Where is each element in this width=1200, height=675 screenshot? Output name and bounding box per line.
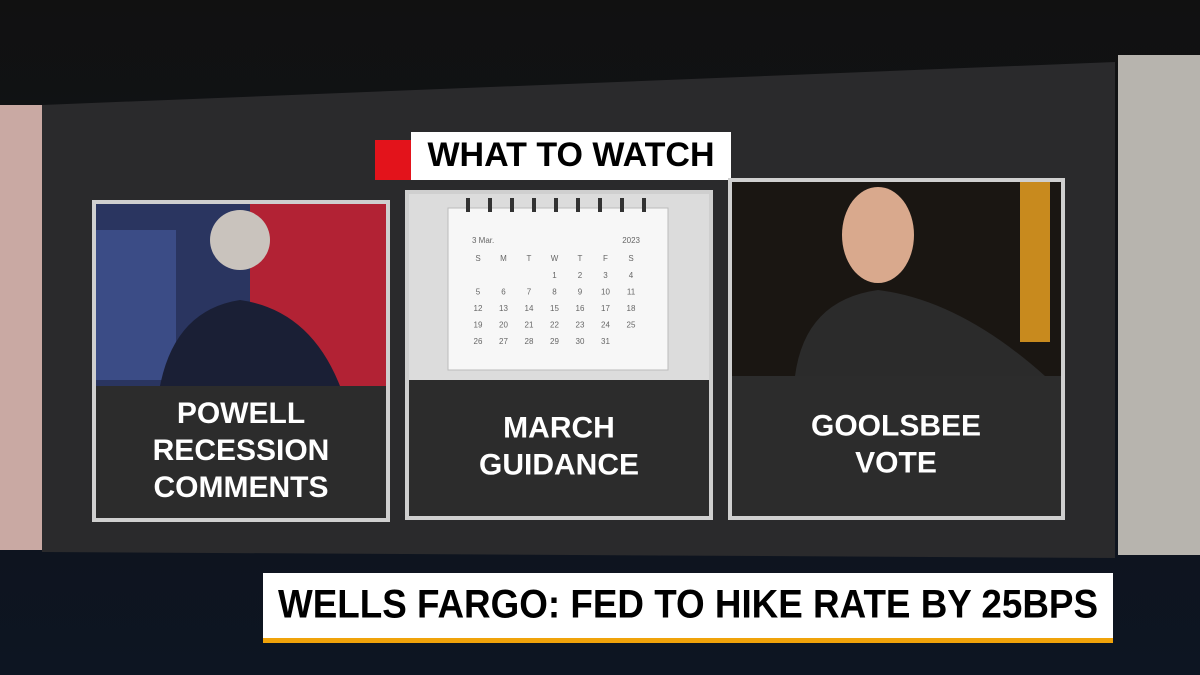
ticker-headline: WELLS FARGO: FED TO HIKE RATE BY 25BPS <box>278 583 1098 627</box>
person-head <box>842 187 914 283</box>
calendar-rings <box>466 198 646 212</box>
ring <box>466 198 646 212</box>
calendar-day: 22 <box>550 321 559 330</box>
calendar-weekday: S <box>475 254 480 263</box>
person-head <box>210 210 270 270</box>
calendar-weekday: F <box>603 254 608 263</box>
calendar-day: 19 <box>474 321 483 330</box>
calendar-day: 29 <box>550 337 559 346</box>
calendar-day: 8 <box>552 288 557 297</box>
calendar-weekday: T <box>578 254 583 263</box>
calendar-day: 21 <box>525 321 534 330</box>
calendar-day: 14 <box>525 304 534 313</box>
calendar-day: 16 <box>576 304 585 313</box>
calendar-year: 2023 <box>622 236 640 245</box>
panel-label: GUIDANCE <box>479 448 639 481</box>
person-body <box>795 290 1045 376</box>
panel-label: VOTE <box>855 446 937 479</box>
calendar-day: 7 <box>527 288 532 297</box>
calendar-day: 27 <box>499 337 508 346</box>
person-body <box>160 300 340 386</box>
calendar-day: 17 <box>601 304 610 313</box>
title: WHAT TO WATCH <box>427 136 714 174</box>
calendar-weekday: M <box>500 254 507 263</box>
calendar-day: 11 <box>627 288 636 297</box>
panel-label: GOOLSBEE <box>811 409 981 442</box>
right-screen <box>1118 55 1200 555</box>
calendar-day: 24 <box>601 321 610 330</box>
title-box <box>411 132 731 180</box>
calendar-day: 18 <box>627 304 636 313</box>
seal <box>96 230 176 380</box>
calendar-month: 3 Mar. <box>472 236 494 245</box>
label-area <box>96 386 386 518</box>
calendar-day: 2 <box>578 271 583 280</box>
backdrop <box>1020 182 1050 342</box>
calendar-day: 15 <box>550 304 559 313</box>
panel-label: COMMENTS <box>154 471 329 504</box>
label-area <box>409 380 709 516</box>
calendar-day: 3 <box>603 271 608 280</box>
title-accent <box>375 140 411 180</box>
calendar-weekday: S <box>628 254 633 263</box>
panel-label: MARCH <box>503 411 615 444</box>
panel-label: RECESSION <box>153 434 330 467</box>
calendar-day: 28 <box>525 337 534 346</box>
calendar-weekday: T <box>527 254 532 263</box>
calendar-day: 20 <box>499 321 508 330</box>
calendar-day: 9 <box>578 288 583 297</box>
calendar-day: 23 <box>576 321 585 330</box>
calendar-paper <box>447 207 669 371</box>
ticker-box <box>263 573 1113 638</box>
calendar-day: 4 <box>629 271 634 280</box>
calendar-day: 1 <box>552 271 557 280</box>
calendar-day: 6 <box>501 288 506 297</box>
panel-label: POWELL <box>177 397 305 430</box>
calendar-weekday: W <box>551 254 559 263</box>
calendar-day: 25 <box>627 321 636 330</box>
calendar-day: 26 <box>474 337 483 346</box>
calendar-day: 31 <box>601 337 610 346</box>
calendar-day: 30 <box>576 337 585 346</box>
calendar-day: 5 <box>476 288 481 297</box>
ticker-underline <box>263 638 1113 643</box>
calendar-day: 12 <box>474 304 483 313</box>
calendar-day: 10 <box>601 288 610 297</box>
left-screen <box>0 105 42 550</box>
label-area <box>732 376 1061 516</box>
calendar-day: 13 <box>499 304 508 313</box>
